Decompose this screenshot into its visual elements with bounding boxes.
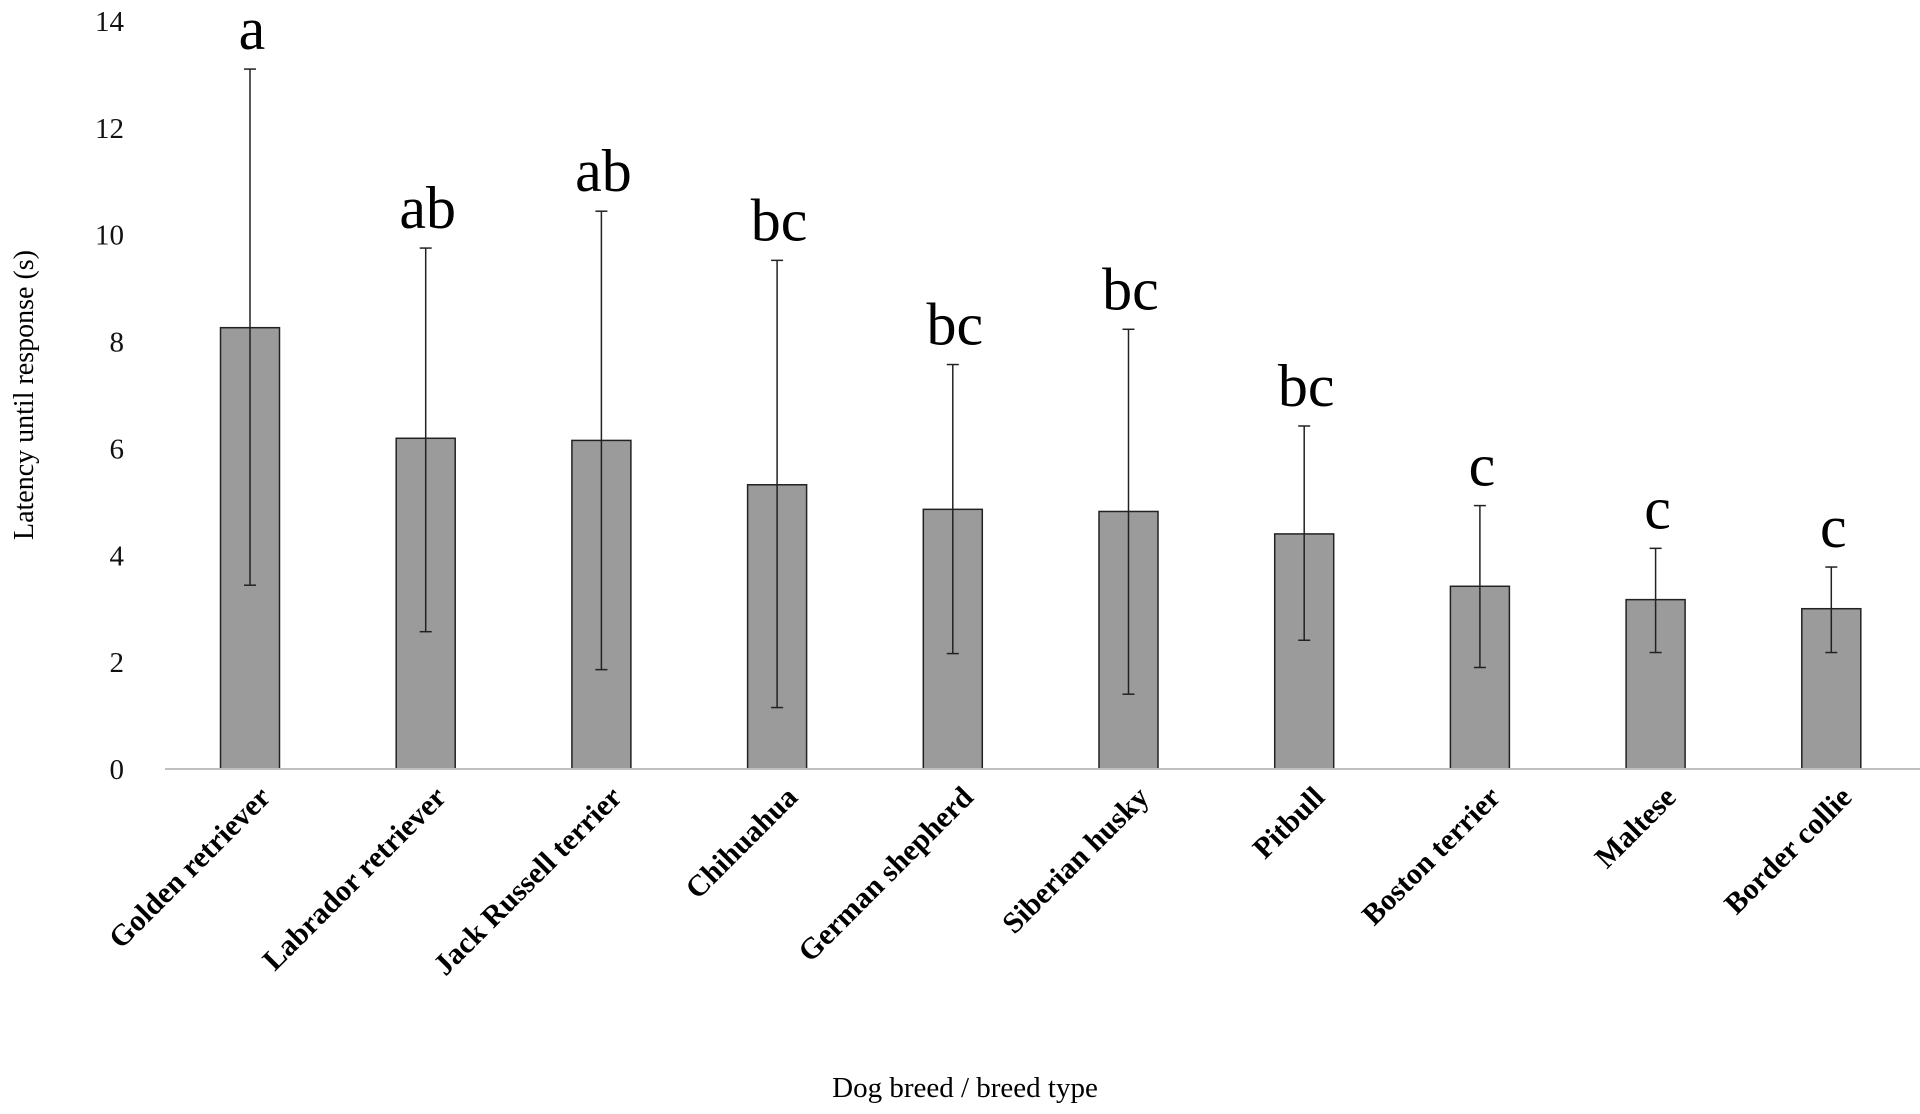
- x-tick-label: Border collie: [1718, 781, 1858, 921]
- x-tick-label: Chihuahua: [679, 781, 804, 906]
- x-tick-label: German shepherd: [792, 780, 980, 968]
- x-tick-label: Siberian husky: [996, 781, 1156, 941]
- x-tick-label: Pitbull: [1247, 781, 1332, 866]
- significance-letter: bc: [751, 187, 808, 253]
- x-tick-label: Maltese: [1589, 781, 1683, 875]
- y-tick-label: 4: [110, 540, 125, 572]
- significance-letter: c: [1820, 494, 1847, 560]
- y-tick-label: 10: [95, 220, 124, 252]
- significance-letter: c: [1469, 433, 1496, 499]
- y-tick-label: 6: [110, 433, 125, 465]
- x-tick-label: Labrador retriever: [256, 781, 452, 977]
- y-tick-label: 12: [95, 113, 124, 145]
- y-tick-label: 2: [110, 647, 125, 679]
- x-tick-label: Golden retriever: [103, 781, 277, 955]
- significance-letter: bc: [1278, 353, 1335, 419]
- significance-letter: bc: [926, 292, 983, 358]
- y-tick-label: 14: [95, 6, 125, 38]
- significance-letter: ab: [575, 138, 632, 204]
- x-tick-label: Jack Russell terrier: [427, 781, 628, 982]
- y-axis-title: Latency until response (s): [9, 250, 40, 540]
- significance-letter: c: [1644, 475, 1671, 541]
- significance-letter: a: [239, 0, 266, 62]
- x-tick-label: Boston terrier: [1356, 781, 1507, 932]
- y-tick-label: 8: [110, 327, 125, 359]
- y-tick-label: 0: [110, 754, 125, 786]
- significance-letter: bc: [1102, 256, 1159, 322]
- x-axis-title: Dog breed / breed type: [832, 1072, 1098, 1104]
- significance-letter: ab: [399, 175, 456, 241]
